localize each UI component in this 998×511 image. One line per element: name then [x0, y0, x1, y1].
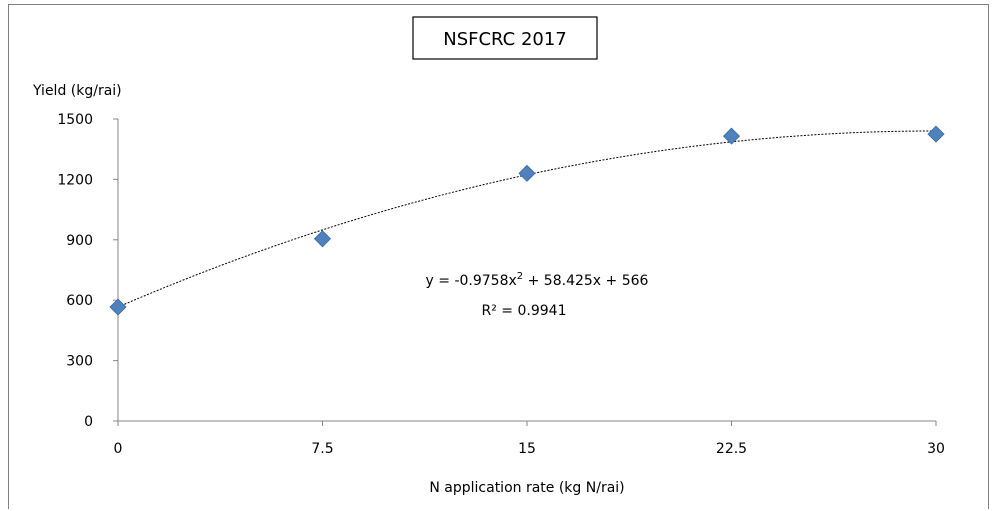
trend-equation-suffix: + 58.425x + 566: [523, 273, 648, 289]
y-axis-title: Yield (kg/rai): [32, 83, 122, 99]
x-ticks: 0 7.5 15 22.5 30: [114, 421, 945, 457]
data-point-diamond: [313, 230, 332, 248]
data-points: [109, 125, 945, 316]
x-tick-label: 0: [114, 441, 123, 457]
data-point-diamond: [109, 298, 127, 316]
chart-title-box: NSFCRC 2017: [412, 16, 598, 60]
y-tick-label: 300: [66, 354, 93, 370]
chart-title: NSFCRC 2017: [443, 29, 567, 50]
trend-equation: y = -0.9758x2 + 58.425x + 566: [426, 271, 649, 289]
y-tick-label: 1500: [57, 112, 93, 128]
data-point-diamond: [722, 127, 741, 145]
trend-equation-sup: 2: [517, 271, 523, 282]
data-point-diamond: [518, 164, 536, 182]
trend-equation-prefix: y = -0.9758x: [426, 273, 517, 289]
x-tick-label: 30: [927, 441, 945, 457]
y-tick-label: 600: [66, 293, 93, 309]
y-tick-label: 900: [66, 233, 93, 249]
chart-frame: [8, 4, 989, 509]
x-tick-label: 15: [518, 441, 536, 457]
data-point-diamond: [927, 125, 945, 143]
x-tick-label: 7.5: [311, 441, 333, 457]
y-ticks: 0 300 600 900 1200 1500: [57, 112, 118, 430]
x-tick-label: 22.5: [716, 441, 747, 457]
y-tick-label: 1200: [57, 172, 93, 188]
r-squared: R² = 0.9941: [482, 303, 567, 319]
x-axis-title: N application rate (kg N/rai): [429, 480, 624, 496]
y-tick-label: 0: [84, 414, 93, 430]
